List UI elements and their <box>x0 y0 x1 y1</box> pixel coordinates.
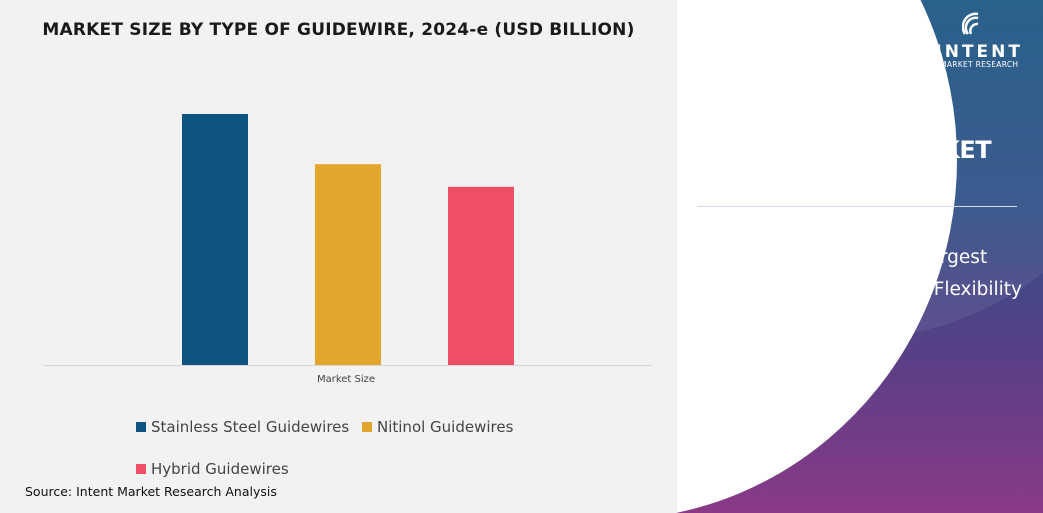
logo-text: INTENT <box>935 42 1023 62</box>
bar-chart <box>43 114 652 366</box>
panel-text: Nitinol Guidewires Are Largest Owing To … <box>707 247 1023 332</box>
legend-swatch <box>136 464 146 474</box>
bar-nitinol-guidewires <box>315 164 381 365</box>
bar-hybrid-guidewires <box>448 186 514 365</box>
chart-panel: MARKET SIZE BY TYPE OF GUIDEWIRE, 2024-e… <box>0 0 677 513</box>
panel-title: GUIDEWIRES MARKET <box>707 136 992 164</box>
summary-panel: INTENT MARKET RESEARCH GUIDEWIRES MARKET… <box>677 0 1043 513</box>
legend-item-hybrid: Hybrid Guidewires <box>136 460 289 478</box>
bar-stainless-steel-guidewires <box>182 114 248 365</box>
x-axis-label: Market Size <box>316 374 376 385</box>
logo-subtext: MARKET RESEARCH <box>940 60 1019 69</box>
chart-title: MARKET SIZE BY TYPE OF GUIDEWIRE, 2024-e… <box>42 20 635 40</box>
brand-logo: INTENT MARKET RESEARCH <box>935 12 1023 69</box>
legend-item-nitinol: Nitinol Guidewires <box>362 418 513 436</box>
legend-item-stainless: Stainless Steel Guidewires <box>136 418 349 436</box>
source-note: Source: Intent Market Research Analysis <box>25 484 277 499</box>
legend-label: Stainless Steel Guidewires <box>151 418 350 436</box>
legend-swatch <box>362 422 372 432</box>
legend-label: Nitinol Guidewires <box>377 418 514 436</box>
divider <box>697 206 1017 207</box>
legend-label: Hybrid Guidewires <box>151 460 289 478</box>
legend-swatch <box>136 422 146 432</box>
signal-icon <box>961 12 979 35</box>
